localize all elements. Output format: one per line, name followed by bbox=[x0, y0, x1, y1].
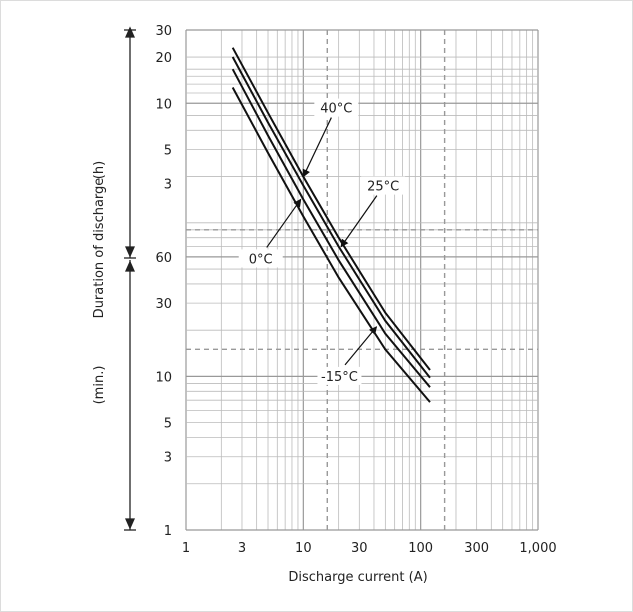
y-unit-hours: (h) bbox=[92, 161, 107, 179]
x-axis-title: Discharge current (A) bbox=[288, 570, 427, 585]
series-lines bbox=[231, 47, 431, 403]
annotation-label-bg bbox=[361, 176, 406, 195]
hours-arrow-up bbox=[124, 26, 136, 38]
y-tick-label-minutes: 60 bbox=[155, 251, 172, 266]
y-tick-label-minutes: 10 bbox=[155, 370, 172, 385]
y-tick-label-minutes: 5 bbox=[164, 417, 172, 432]
minutes-arrow-down bbox=[124, 518, 136, 530]
x-tick-label: 3 bbox=[238, 541, 246, 556]
annotation-arrow bbox=[302, 117, 332, 178]
series-line-25°C bbox=[231, 56, 431, 379]
tick-labels: 1 3 10 30 100 300 1,000 30 20 10 5 3 60 30 10 5 3 1 bbox=[155, 24, 556, 556]
annotation-label-bg bbox=[238, 249, 283, 268]
grid bbox=[185, 29, 539, 531]
y-tick-label-minutes: 1 bbox=[164, 524, 172, 539]
annotation-label-bg bbox=[317, 366, 362, 385]
x-tick-label: 30 bbox=[351, 541, 368, 556]
y-unit-minutes: (min.) bbox=[92, 366, 107, 405]
annotations: 40°C 25°C 0°C -15°C bbox=[238, 98, 406, 385]
x-tick-label: 100 bbox=[408, 541, 433, 556]
y-tick-label-hours: 10 bbox=[155, 97, 172, 112]
hours-arrow-down bbox=[124, 246, 136, 258]
annotation-arrow bbox=[344, 326, 378, 366]
y-tick-label-minutes: 30 bbox=[155, 297, 172, 312]
y-tick-label-minutes: 3 bbox=[164, 451, 172, 466]
x-tick-label: 1,000 bbox=[519, 541, 556, 556]
x-tick-label: 300 bbox=[464, 541, 489, 556]
x-tick-label: 10 bbox=[295, 541, 312, 556]
y-tick-label-hours: 20 bbox=[155, 51, 172, 66]
series-line-0°C bbox=[231, 68, 431, 388]
annotation-arrow bbox=[266, 198, 302, 248]
annotation-arrow bbox=[340, 195, 378, 248]
annotation-label: 40°C bbox=[320, 102, 352, 117]
annotation-label: 0°C bbox=[249, 252, 273, 267]
y-axis-title: Duration of discharge bbox=[92, 178, 107, 319]
y-range-indicator bbox=[124, 26, 136, 531]
minutes-arrow-up bbox=[124, 260, 136, 272]
x-tick-label: 1 bbox=[182, 541, 190, 556]
series-line-40°C bbox=[231, 47, 431, 371]
y-tick-label-hours: 3 bbox=[164, 178, 172, 193]
annotation-label: 25°C bbox=[367, 180, 399, 195]
y-tick-label-hours: 5 bbox=[164, 144, 172, 159]
y-tick-label-hours: 30 bbox=[155, 24, 172, 39]
series-line--15°C bbox=[231, 87, 431, 403]
dashed-reference-lines bbox=[186, 30, 538, 530]
annotation-label-bg bbox=[314, 98, 359, 117]
annotation-label: -15°C bbox=[321, 370, 358, 385]
